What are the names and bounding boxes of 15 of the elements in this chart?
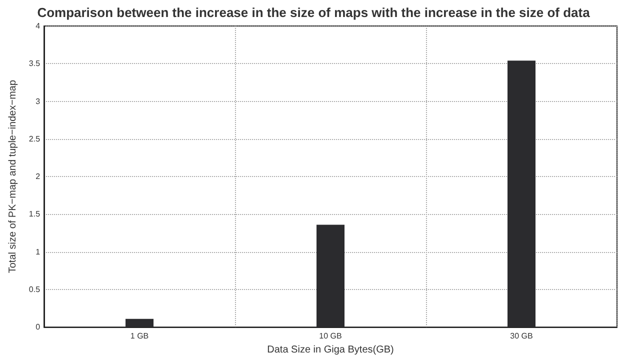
y-tick-label: 0.5 <box>28 284 41 294</box>
x-axis-title: Data Size in Giga Bytes(GB) <box>267 344 394 356</box>
x-tick-label: 1 GB <box>130 332 149 341</box>
y-axis-title: Total size of PK−map and tuple−index−map <box>8 80 18 274</box>
y-tick-label: 3.5 <box>28 59 41 68</box>
y-tick-label: 0 <box>36 322 41 332</box>
x-tick-label: 10 GB <box>319 332 342 341</box>
y-tick-label: 1 <box>36 247 41 256</box>
x-tick-label: 30 GB <box>510 332 533 341</box>
y-tick-label: 1.5 <box>28 210 41 219</box>
chart-title: Comparison between the increase in the size of maps with the increase in the size of data <box>37 5 591 20</box>
y-tick-label: 3 <box>36 96 41 106</box>
y-tick-label: 2.5 <box>28 134 41 144</box>
y-tick-label: 2 <box>36 172 41 182</box>
y-tick-label: 4 <box>36 22 41 30</box>
